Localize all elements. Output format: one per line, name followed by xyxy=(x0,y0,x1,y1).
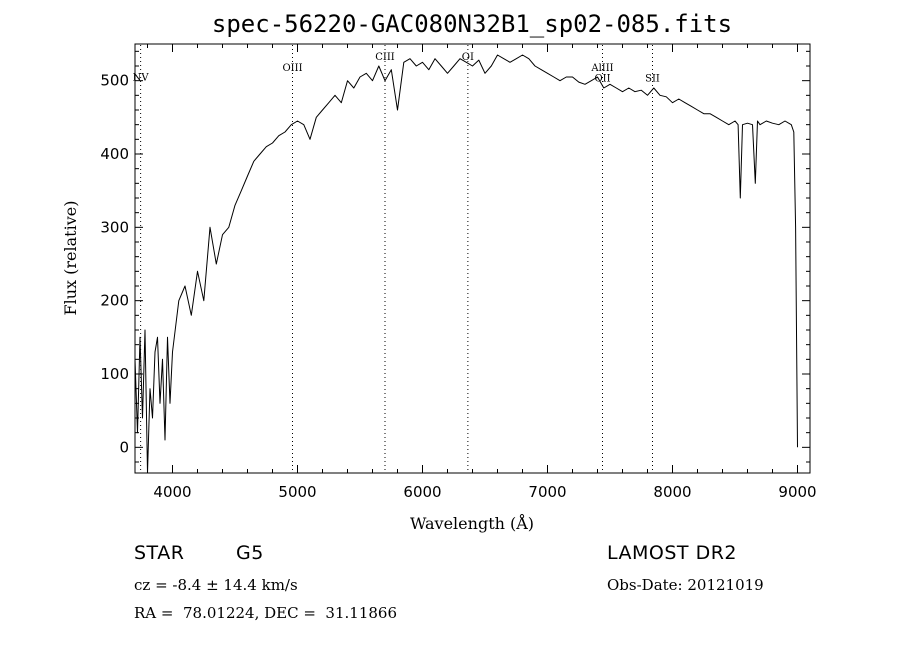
x-tick-label: 5000 xyxy=(278,483,316,501)
y-axis-label: Flux (relative) xyxy=(61,201,80,316)
y-tick-label: 0 xyxy=(119,438,129,456)
plot-frame xyxy=(134,43,811,474)
y-tick-label: 200 xyxy=(100,292,129,310)
line-marker-label: OII xyxy=(594,73,610,84)
obs-date: Obs-Date: 20121019 xyxy=(607,576,764,594)
line-marker-label: OI xyxy=(462,52,474,63)
line-marker-label: CIII xyxy=(375,52,395,63)
x-tick-label: 9000 xyxy=(778,483,816,501)
x-tick-label: 4000 xyxy=(153,483,191,501)
survey-name: LAMOST DR2 xyxy=(607,542,737,564)
line-marker-label: NV xyxy=(133,73,150,84)
chart-title: spec-56220-GAC080N32B1_sp02-085.fits xyxy=(212,10,732,38)
spectrum-line xyxy=(134,54,798,474)
line-marker-label: AlIII xyxy=(590,63,613,74)
line-marker-label: OIII xyxy=(282,63,302,74)
subclass: G5 xyxy=(236,542,264,564)
x-tick-label: 6000 xyxy=(403,483,441,501)
ra-dec-coordinates: RA = 78.01224, DEC = 31.11866 xyxy=(134,604,398,622)
x-tick-label: 8000 xyxy=(653,483,691,501)
x-tick-label: 7000 xyxy=(528,483,566,501)
y-tick-label: 500 xyxy=(100,72,129,90)
object-class: STAR xyxy=(134,542,185,564)
line-marker-label: SII xyxy=(645,73,660,84)
x-axis-label: Wavelength (Å) xyxy=(410,513,534,533)
y-tick-label: 300 xyxy=(100,218,129,236)
y-tick-label: 100 xyxy=(100,365,129,383)
redshift-cz: cz = -8.4 ± 14.4 km/s xyxy=(134,576,298,594)
y-tick-label: 400 xyxy=(100,145,129,163)
